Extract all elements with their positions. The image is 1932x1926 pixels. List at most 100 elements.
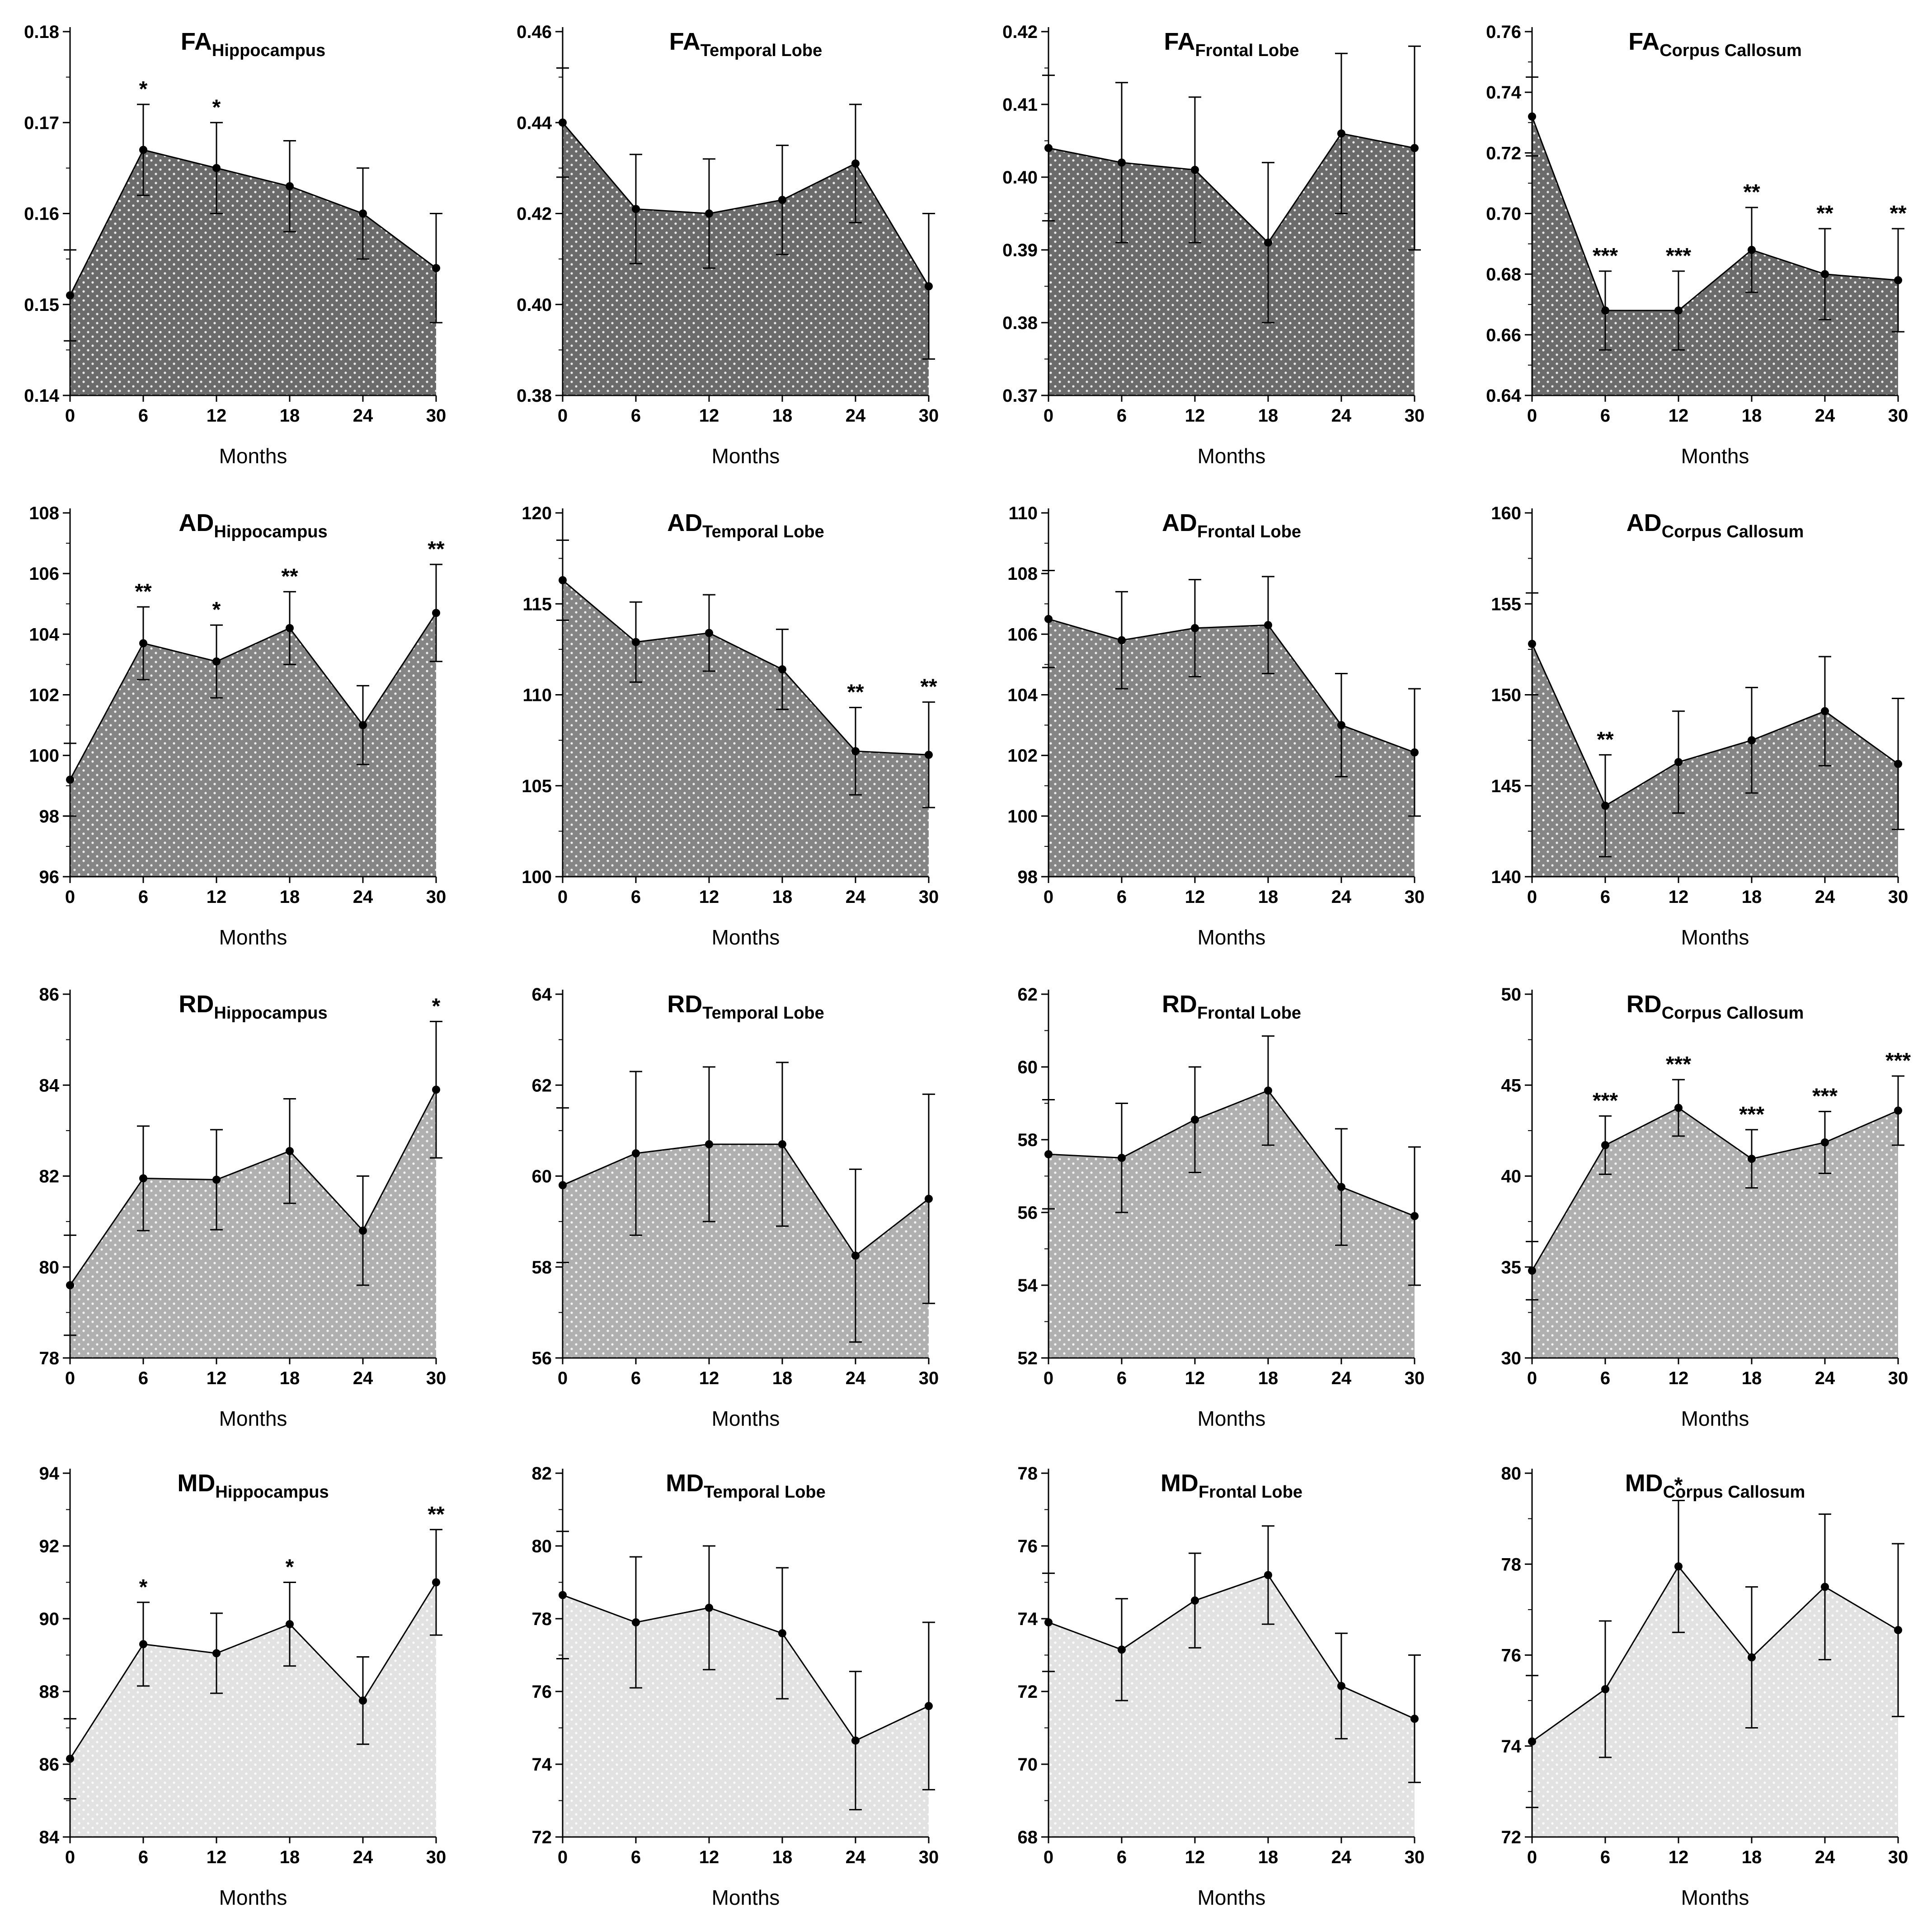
x-tick-label: 18: [1742, 406, 1762, 426]
y-tick-label: 88: [39, 1682, 60, 1702]
y-tick-label: 0.44: [517, 113, 552, 133]
y-tick-label: 155: [1491, 594, 1521, 614]
significance-marker: ***: [1885, 1049, 1911, 1073]
chart-title-metric: AD: [667, 509, 702, 536]
y-tick-label: 102: [29, 686, 59, 705]
chart-title-region: Frontal Lobe: [1195, 41, 1299, 60]
x-tick-label: 12: [1185, 1847, 1205, 1867]
y-tick-label: 76: [1501, 1646, 1522, 1666]
y-tick-label: 90: [39, 1609, 60, 1629]
data-point: [1821, 1138, 1829, 1147]
data-point: [851, 747, 860, 756]
chart-title-region: Temporal Lobe: [702, 522, 824, 541]
x-tick-label: 18: [1258, 1368, 1279, 1388]
series-line: [1531, 116, 1899, 311]
data-point: [212, 657, 221, 666]
x-tick-label: 6: [1117, 1847, 1127, 1867]
data-point: [432, 264, 440, 272]
data-point: [1118, 1645, 1126, 1654]
x-tick-label: 18: [280, 1368, 300, 1388]
chart-title-region: Corpus Callosum: [1662, 522, 1804, 541]
data-point: [1674, 758, 1683, 766]
significance-marker: **: [281, 564, 298, 588]
y-tick-label: 0.70: [1486, 204, 1521, 224]
area-dot-texture: [563, 1144, 929, 1358]
x-tick-label: 24: [846, 887, 866, 907]
y-tick-label: 78: [1501, 1555, 1522, 1574]
y-tick-label: 0.40: [517, 295, 552, 315]
significance-marker: **: [428, 1503, 445, 1527]
chart-panel: 68 70 72 74 76 78 0 6 12 18 24 30 Months MDFrontal Lo…: [1018, 1464, 1425, 1909]
data-point: [286, 624, 294, 632]
x-tick-label: 30: [1888, 1368, 1908, 1388]
x-tick-label: 0: [1044, 1847, 1053, 1867]
x-tick-label: 30: [1888, 887, 1908, 907]
chart-panel: 72 74 76 78 80 82 0 6 12 18 24 30 Months MDTemporal L…: [532, 1464, 939, 1909]
y-tick-label: 100: [522, 867, 552, 887]
chart-panel: 52 54 56 58 60 62 0 6 12 18 24 30 Months RDFrontal Lo…: [1018, 985, 1425, 1430]
x-tick-label: 6: [138, 1368, 148, 1388]
x-axis-label: Months: [1198, 444, 1266, 468]
x-tick-label: 18: [1258, 887, 1279, 907]
x-axis-label: Months: [1198, 925, 1266, 949]
x-tick-label: 18: [772, 406, 793, 426]
data-point: [778, 1629, 786, 1638]
chart-title: MDTemporal Lobe: [666, 1470, 826, 1502]
data-point: [705, 1603, 713, 1612]
x-tick-label: 6: [631, 406, 641, 426]
y-tick-label: 110: [522, 686, 552, 705]
x-axis-label: Months: [219, 1407, 287, 1430]
chart-title-region: Corpus Callosum: [1663, 1483, 1805, 1502]
data-point: [359, 721, 367, 729]
chart-panel: ** ** 100 105 110 115 120 0 6 12 18 24 30 Months ADTem…: [522, 503, 939, 949]
x-tick-label: 0: [1527, 1847, 1537, 1867]
data-point: [632, 205, 640, 213]
data-point: [139, 146, 147, 154]
chart-title: MDFrontal Lobe: [1161, 1470, 1302, 1502]
data-point: [1118, 1154, 1126, 1162]
significance-marker: **: [1816, 202, 1833, 225]
y-tick-label: 106: [1007, 625, 1038, 644]
chart-title-region: Frontal Lobe: [1199, 1483, 1302, 1502]
y-tick-label: 0.16: [24, 204, 59, 224]
chart-title: FATemporal Lobe: [669, 28, 823, 60]
x-tick-label: 18: [772, 887, 793, 907]
series-line: [69, 1089, 437, 1286]
data-point: [212, 1649, 221, 1658]
data-point: [851, 1251, 860, 1260]
y-tick-label: 52: [1018, 1348, 1038, 1368]
chart-title-metric: FA: [181, 28, 212, 55]
series-line: [1048, 618, 1415, 753]
data-point: [1894, 1106, 1902, 1115]
series-line: [1048, 1090, 1415, 1217]
data-point: [778, 196, 786, 204]
data-point: [1118, 636, 1126, 644]
x-tick-label: 0: [1527, 1368, 1537, 1388]
data-point: [632, 1149, 640, 1158]
data-point: [1337, 1183, 1345, 1191]
chart-title-region: Hippocampus: [214, 1004, 327, 1023]
y-tick-label: 56: [1018, 1203, 1038, 1223]
x-tick-label: 24: [846, 1368, 866, 1388]
data-point: [705, 629, 713, 637]
data-point: [851, 159, 860, 168]
x-tick-label: 30: [919, 1368, 939, 1388]
x-tick-label: 24: [353, 887, 373, 907]
significance-marker: **: [1890, 202, 1907, 225]
data-point: [1821, 1583, 1829, 1591]
y-tick-label: 0.68: [1486, 265, 1521, 285]
x-tick-label: 0: [1527, 406, 1537, 426]
y-tick-label: 0.18: [24, 22, 59, 42]
chart-panel: * 72 74 76 78 80 0 6 12 18 24 30 Months MDCorpus Call…: [1501, 1464, 1908, 1909]
data-point: [1894, 760, 1902, 768]
y-tick-label: 86: [39, 985, 60, 1005]
chart-panel: * 78 80 82 84 86 0 6 12 18 24 30 Months RDHippocampus: [39, 985, 447, 1430]
x-tick-label: 6: [1117, 406, 1127, 426]
data-point: [1410, 1212, 1419, 1221]
chart-panel: 98 100 102 104 106 108 110 0 6 12 18 24 30 Months ADFr…: [1007, 503, 1424, 949]
chart-title-metric: RD: [1626, 991, 1662, 1018]
significance-marker: ***: [1812, 1085, 1838, 1109]
y-tick-label: 0.64: [1486, 386, 1522, 406]
x-tick-label: 24: [1815, 1847, 1835, 1867]
chart-title: ADHippocampus: [179, 509, 327, 541]
